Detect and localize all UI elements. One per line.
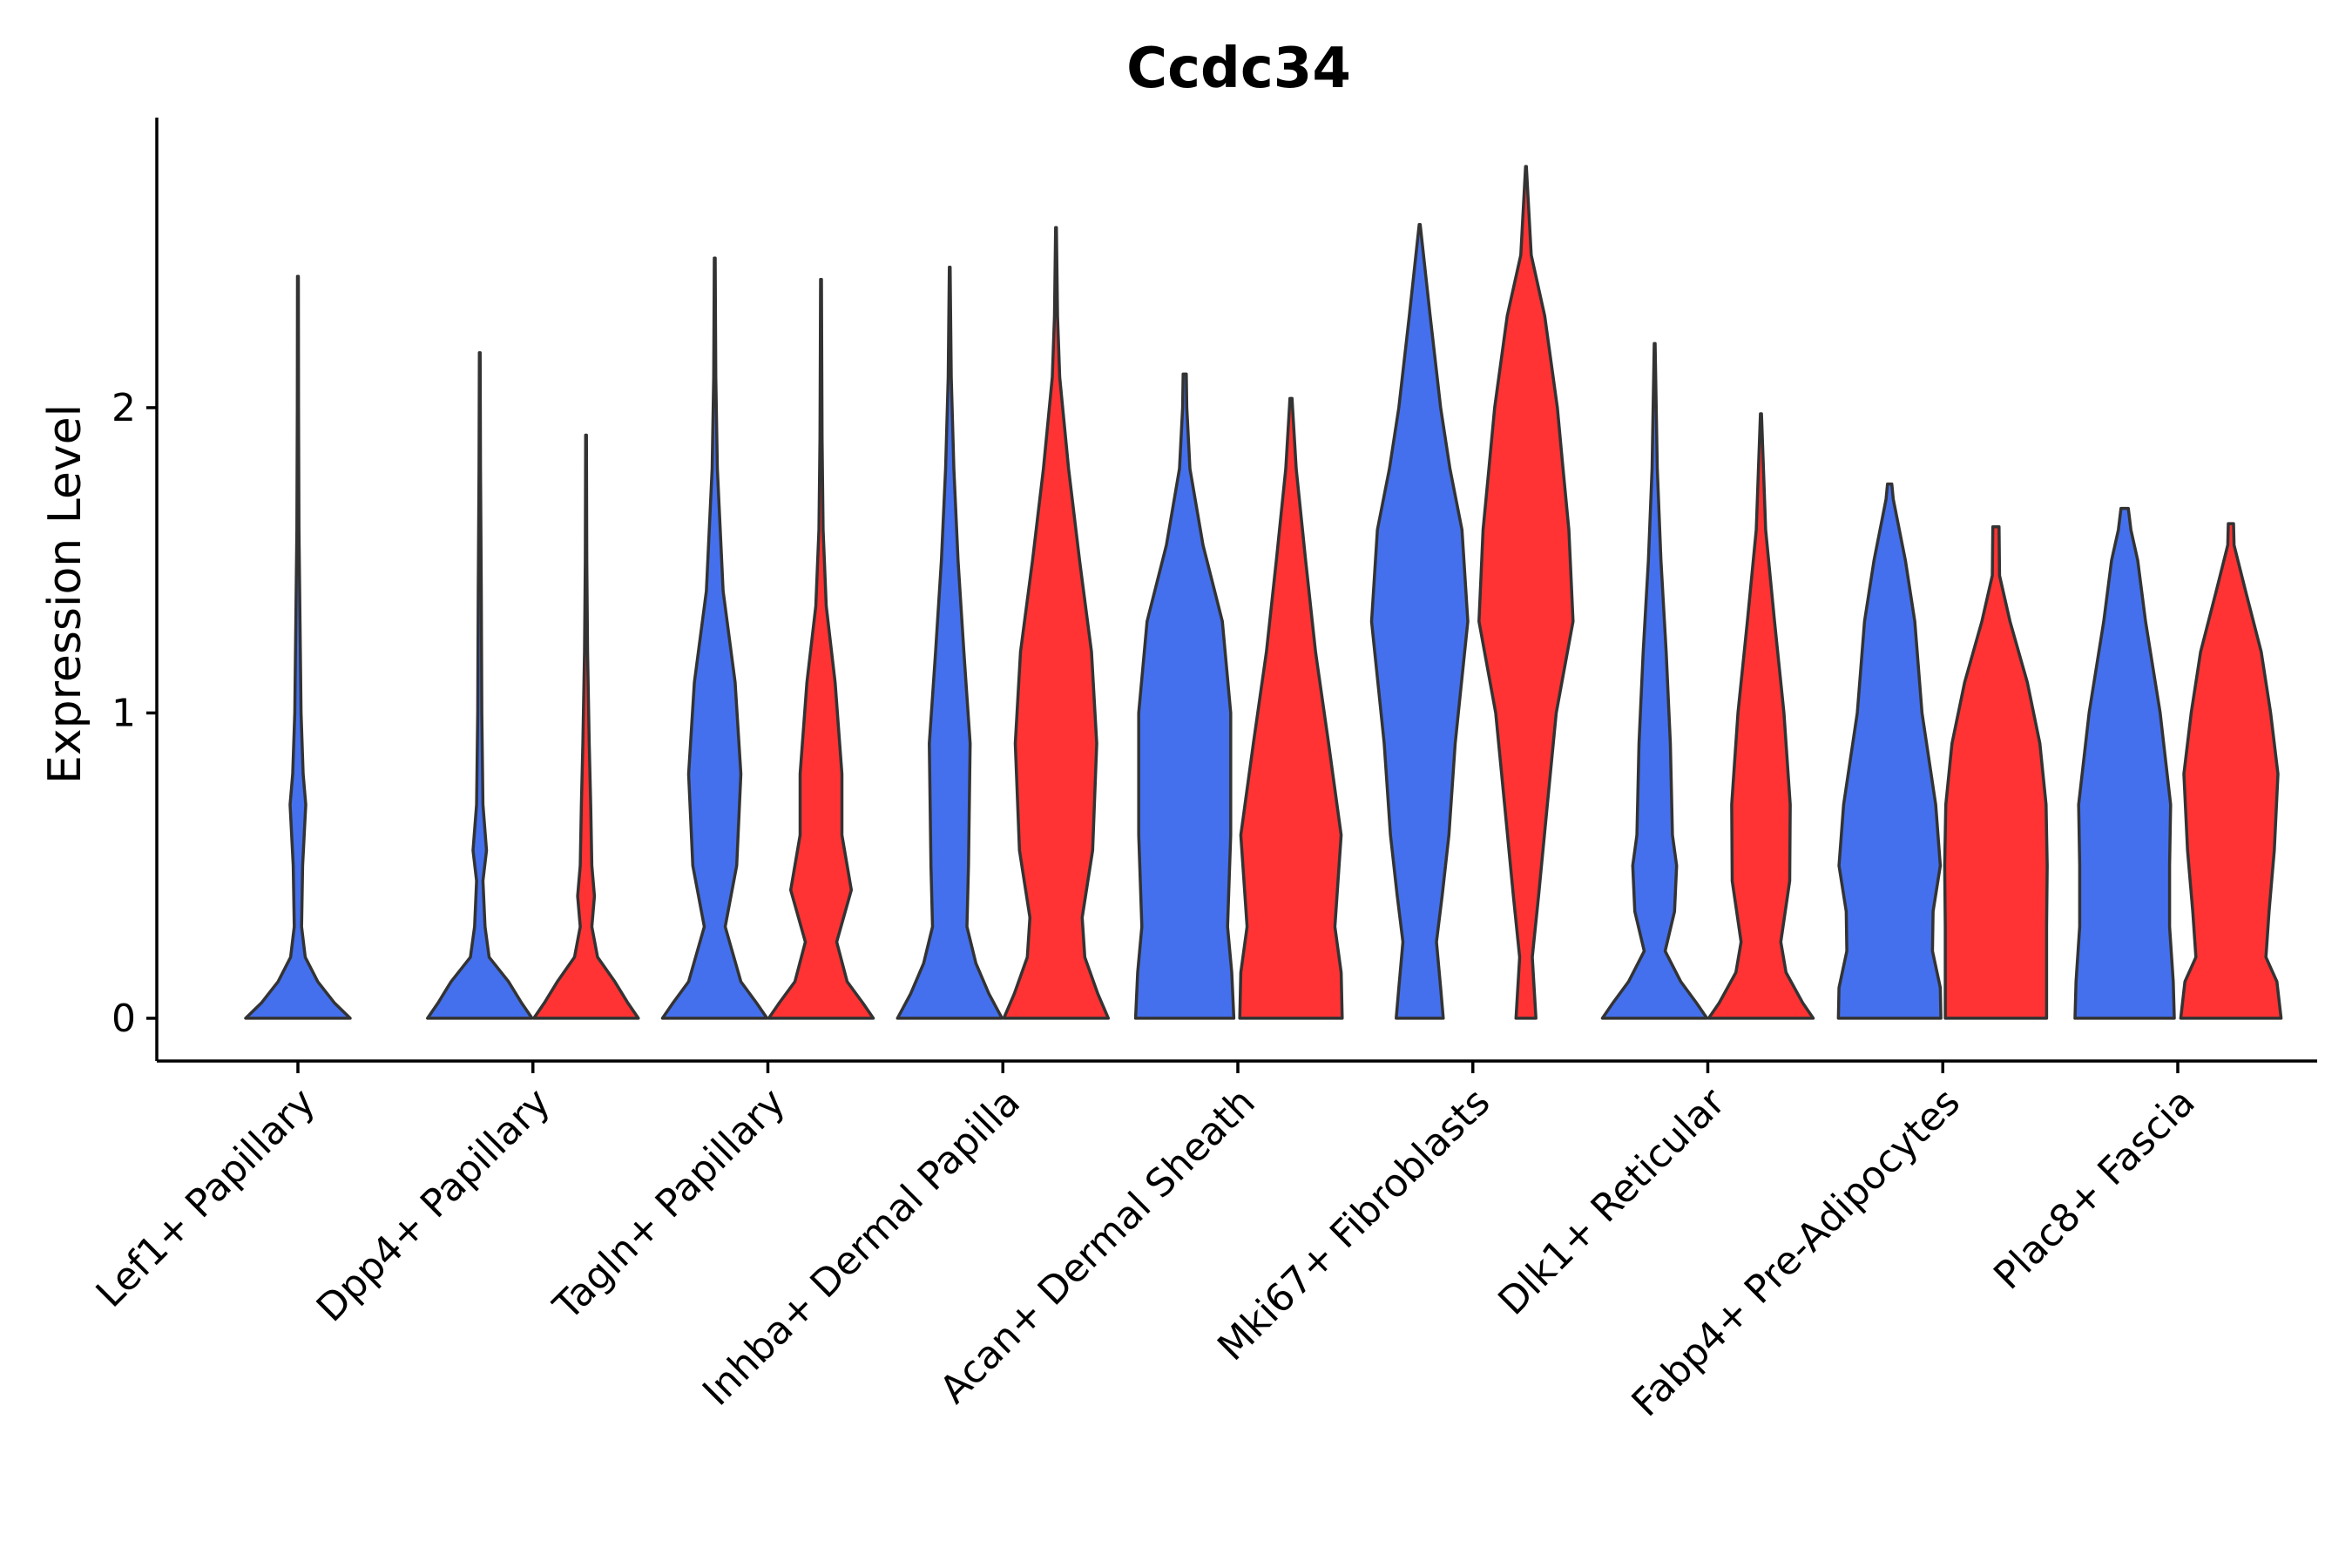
violin-fabp4-pre-adipocytes-group-1 — [1836, 482, 1943, 1020]
violin-tagln-papillary-group-2 — [767, 278, 875, 1020]
y-tick-label-1: 1 — [112, 691, 136, 735]
x-tick-label-tagln-papillary: Tagln+ Papillary — [544, 1080, 794, 1329]
violin-lef1-papillary-group-1 — [244, 274, 352, 1020]
violin-inhba-dermal-papilla-group-2 — [1002, 226, 1111, 1020]
violin-mki67-fibroblasts-group-1 — [1369, 222, 1470, 1020]
y-tick-label-2: 2 — [112, 386, 136, 430]
violin-acan-dermal-sheath-group-2 — [1238, 396, 1344, 1020]
violin-acan-dermal-sheath-group-1 — [1133, 372, 1236, 1020]
x-tick-label-lef1-papillary: Lef1+ Papillary — [88, 1080, 324, 1316]
violin-fabp4-pre-adipocytes-group-2 — [1943, 524, 2049, 1020]
x-tick-label-plac8-fascia: Plac8+ Fascia — [1985, 1080, 2204, 1299]
y-axis-label: Expression Level — [39, 404, 91, 784]
violin-dlk1-reticular-group-1 — [1600, 341, 1709, 1020]
violin-plac8-fascia-group-2 — [2179, 522, 2283, 1020]
x-tick-label-mki67-fibroblasts: Mki67+ Fibroblasts — [1209, 1080, 1498, 1369]
violin-mki67-fibroblasts-group-2 — [1477, 165, 1575, 1020]
violin-tagln-papillary-group-1 — [660, 256, 769, 1020]
violin-dpp4-papillary-group-1 — [426, 351, 534, 1020]
violin-dpp4-papillary-group-2 — [532, 433, 640, 1020]
chart-title: Ccdc34 — [1126, 37, 1351, 101]
x-tick-label-dpp4-papillary: Dpp4+ Papillary — [308, 1080, 559, 1331]
violin-dlk1-reticular-group-2 — [1707, 412, 1815, 1020]
violin-layer — [244, 165, 2283, 1020]
violin-inhba-dermal-papilla-group-1 — [896, 265, 1004, 1020]
x-tick-label-dlk1-reticular: Dlk1+ Reticular — [1490, 1079, 1734, 1324]
y-tick-label-0: 0 — [112, 997, 136, 1041]
violin-plac8-fascia-group-1 — [2073, 506, 2176, 1020]
